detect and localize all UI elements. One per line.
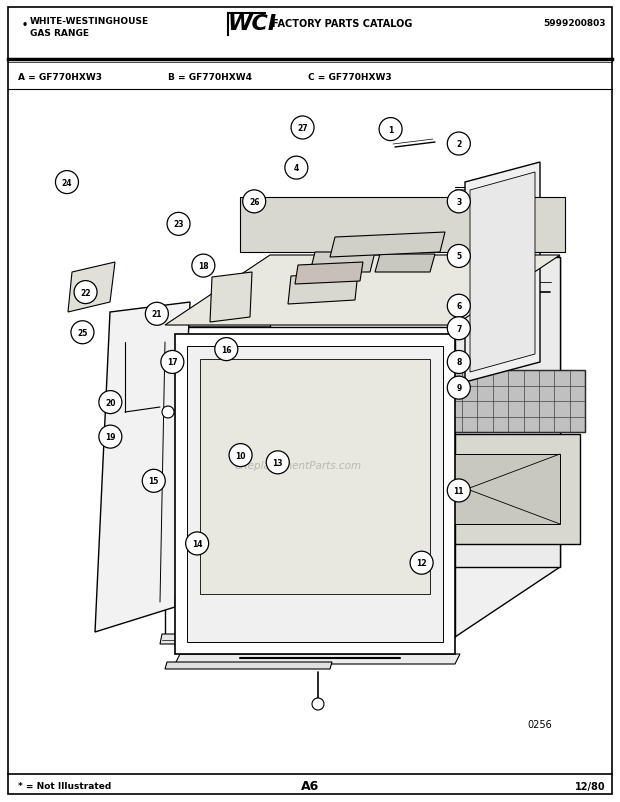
Text: 4: 4 (294, 164, 299, 173)
Polygon shape (183, 346, 437, 619)
Text: 2: 2 (456, 140, 461, 149)
Circle shape (447, 318, 471, 340)
Text: 5999200803: 5999200803 (544, 19, 606, 28)
Circle shape (242, 191, 266, 213)
Circle shape (447, 191, 471, 213)
Polygon shape (288, 273, 358, 305)
Circle shape (162, 407, 174, 419)
Text: 17: 17 (167, 358, 178, 367)
Text: 18: 18 (198, 261, 209, 271)
Polygon shape (310, 253, 375, 273)
Circle shape (447, 480, 471, 502)
Text: 15: 15 (149, 476, 159, 486)
Text: •: • (22, 20, 28, 30)
Circle shape (192, 255, 215, 277)
Polygon shape (165, 662, 332, 669)
Polygon shape (175, 334, 455, 654)
Circle shape (266, 452, 290, 474)
Polygon shape (160, 634, 422, 644)
Text: A = GF770HXW3: A = GF770HXW3 (18, 72, 102, 81)
Polygon shape (355, 435, 580, 545)
Text: A6: A6 (301, 780, 319, 792)
Polygon shape (330, 233, 445, 257)
Polygon shape (465, 163, 540, 383)
Polygon shape (95, 302, 190, 632)
Circle shape (379, 119, 402, 141)
Polygon shape (375, 255, 435, 273)
Circle shape (447, 351, 471, 374)
Text: 7: 7 (456, 324, 461, 334)
Circle shape (71, 322, 94, 344)
Text: 20: 20 (105, 398, 115, 407)
Polygon shape (210, 273, 252, 322)
Text: 9: 9 (456, 383, 461, 393)
Text: 22: 22 (81, 288, 91, 298)
Text: 23: 23 (174, 220, 184, 229)
Polygon shape (165, 257, 560, 327)
Circle shape (447, 295, 471, 318)
Circle shape (447, 133, 471, 156)
Circle shape (55, 172, 79, 194)
Circle shape (185, 533, 209, 555)
Text: 3: 3 (456, 197, 461, 207)
Text: 13: 13 (273, 458, 283, 468)
Circle shape (99, 426, 122, 448)
Text: * = Not Illustrated: * = Not Illustrated (18, 781, 111, 791)
Text: WCI: WCI (228, 14, 277, 34)
Circle shape (410, 552, 433, 574)
Circle shape (74, 282, 97, 304)
Polygon shape (165, 327, 455, 638)
Text: WHITE-WESTINGHOUSE: WHITE-WESTINGHOUSE (30, 18, 149, 26)
Circle shape (447, 245, 471, 268)
Polygon shape (200, 359, 430, 594)
Circle shape (142, 470, 166, 492)
Polygon shape (270, 257, 560, 567)
Text: 12/80: 12/80 (575, 781, 606, 791)
Text: 0256: 0256 (528, 719, 552, 729)
Circle shape (145, 303, 169, 326)
Text: eReplacementParts.com: eReplacementParts.com (234, 460, 361, 470)
Polygon shape (375, 455, 560, 525)
Text: 16: 16 (221, 345, 231, 354)
Text: 11: 11 (454, 486, 464, 496)
Text: 1: 1 (388, 125, 393, 135)
Circle shape (312, 698, 324, 710)
Polygon shape (187, 346, 443, 642)
Circle shape (167, 213, 190, 236)
Text: 10: 10 (236, 451, 246, 460)
Polygon shape (455, 257, 560, 638)
Text: 21: 21 (152, 310, 162, 319)
Text: 14: 14 (192, 539, 202, 549)
Text: 5: 5 (456, 252, 461, 261)
Polygon shape (370, 371, 585, 432)
Text: 6: 6 (456, 302, 461, 311)
Circle shape (99, 391, 122, 414)
Text: 8: 8 (456, 358, 461, 367)
Circle shape (229, 444, 252, 467)
Polygon shape (470, 172, 535, 373)
Text: B = GF770HXW4: B = GF770HXW4 (168, 72, 252, 81)
Polygon shape (175, 654, 460, 664)
Text: 12: 12 (417, 558, 427, 568)
Circle shape (447, 377, 471, 399)
Polygon shape (295, 263, 363, 285)
Circle shape (215, 338, 238, 361)
Polygon shape (68, 263, 115, 313)
Circle shape (161, 351, 184, 374)
Text: 25: 25 (78, 328, 87, 338)
Text: 24: 24 (62, 178, 72, 188)
Text: FACTORY PARTS CATALOG: FACTORY PARTS CATALOG (272, 19, 412, 29)
Text: C = GF770HXW3: C = GF770HXW3 (308, 72, 392, 81)
Circle shape (285, 157, 308, 180)
Text: 26: 26 (249, 197, 259, 207)
Text: GAS RANGE: GAS RANGE (30, 28, 89, 38)
Polygon shape (165, 256, 560, 326)
Circle shape (291, 117, 314, 140)
Text: 19: 19 (105, 432, 115, 442)
Polygon shape (240, 198, 565, 253)
Text: 27: 27 (297, 124, 308, 133)
